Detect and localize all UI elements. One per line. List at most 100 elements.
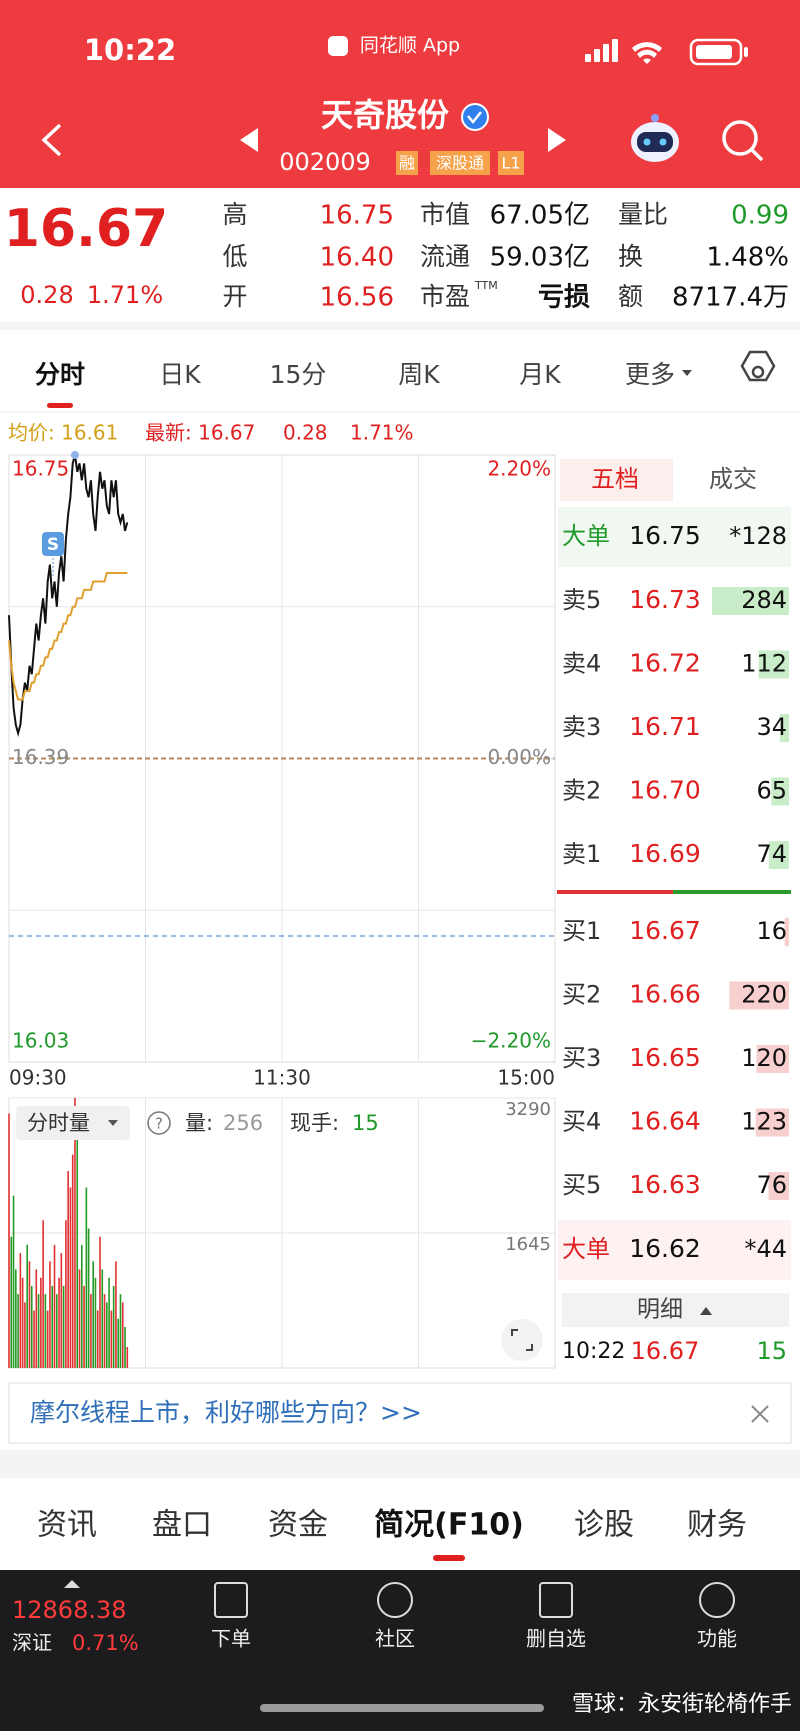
tag: 融 (399, 154, 415, 173)
chart-tab[interactable]: 15分 (270, 360, 327, 389)
book-tab[interactable]: 五档 (591, 465, 639, 493)
info-tab[interactable]: 资讯 (37, 1508, 97, 1543)
banner-close[interactable] (751, 1405, 769, 1423)
nav-icon[interactable] (214, 1582, 248, 1618)
stat-value: 0.99 (731, 201, 789, 231)
book-tab[interactable]: 成交 (709, 465, 757, 493)
volume-bar (37, 1294, 40, 1368)
book-qty: 284 (741, 586, 787, 614)
volume-bar (24, 1302, 26, 1368)
dropdown-arrow (108, 1120, 118, 1126)
volume-bar (46, 1310, 49, 1368)
info-tab[interactable]: 诊股 (574, 1508, 634, 1543)
nav-label[interactable]: 下单 (211, 1627, 251, 1651)
depth-bar (755, 1108, 789, 1137)
chart-tab[interactable]: 周K (398, 360, 440, 389)
settings-icon-core (751, 365, 765, 379)
nav-icon[interactable] (699, 1582, 735, 1618)
separator (0, 322, 800, 330)
detail-arrow (700, 1307, 712, 1315)
volume-bar (94, 1277, 97, 1368)
trade-qty: 15 (756, 1337, 787, 1365)
volume-bar (74, 1098, 76, 1368)
index-name: 深证 (12, 1631, 52, 1655)
signal-marker-bg (42, 532, 64, 556)
book-label: 买1 (562, 917, 601, 945)
volume-bar (87, 1228, 90, 1368)
nav-label[interactable]: 社区 (375, 1627, 415, 1651)
chart-tab[interactable]: 分时 (35, 360, 85, 389)
volume-bar (117, 1318, 119, 1368)
robot-icon[interactable] (631, 114, 679, 162)
volume-bar (90, 1294, 92, 1368)
book-price: 16.67 (629, 916, 701, 945)
volume-bar (15, 1269, 17, 1368)
depth-bar (758, 650, 789, 679)
detail-bg[interactable] (562, 1293, 789, 1327)
info-tab[interactable]: 财务 (687, 1508, 747, 1543)
trade-time: 10:22 (562, 1339, 625, 1364)
separator (0, 1450, 800, 1478)
info-tab[interactable]: 盘口 (152, 1508, 212, 1543)
tag-bg (430, 151, 490, 175)
stat-label: 市盈 (420, 282, 470, 311)
banner-text[interactable]: 摩尔线程上市，利好哪些方向？>> (30, 1398, 422, 1427)
book-qty: 220 (741, 981, 787, 1009)
stat-value: 67.05亿 (490, 201, 590, 231)
depth-bar (768, 1172, 789, 1200)
x-tick-label: 11:30 (253, 1066, 311, 1090)
volume-bar (101, 1269, 104, 1368)
chart-tab[interactable]: 日K (159, 360, 201, 389)
book-row-bg (558, 1220, 791, 1280)
volume-bar (55, 1294, 58, 1368)
volume-bar (106, 1302, 108, 1368)
y-tick-label: 16.03 (12, 1029, 69, 1053)
volume-bar (26, 1244, 28, 1368)
volume-bar (78, 1269, 81, 1368)
volume-bar (30, 1285, 33, 1368)
book-divider-bid (673, 890, 791, 894)
stat-value: 亏损 (538, 283, 590, 313)
volume-bar (60, 1253, 63, 1368)
depth-bar (712, 587, 789, 615)
expand-button[interactable] (501, 1319, 543, 1361)
hand-label: 现手: (290, 1111, 339, 1135)
volume-bar (112, 1285, 115, 1368)
tag-bg (396, 151, 418, 175)
price-change: 0.28 (20, 281, 73, 309)
tag: L1 (501, 154, 520, 173)
settings-icon[interactable] (740, 350, 776, 382)
stat-label: 换 (618, 242, 643, 271)
nav-icon[interactable] (377, 1582, 413, 1618)
back-button[interactable] (41, 123, 62, 157)
depth-bar (771, 777, 789, 806)
book-row-bg (558, 507, 791, 567)
prev-stock[interactable] (240, 128, 258, 152)
info-tab[interactable]: 资金 (268, 1508, 328, 1543)
stock-code: 002009 (279, 148, 371, 176)
book-label: 卖4 (562, 650, 601, 678)
book-price: 16.65 (629, 1043, 701, 1072)
banner-box[interactable] (8, 1382, 792, 1444)
book-price: 16.69 (629, 839, 701, 868)
stat-label: 开 (222, 282, 247, 311)
volume-bar (12, 1195, 15, 1368)
nav-icon[interactable] (539, 1582, 573, 1618)
volume-bar (28, 1261, 31, 1368)
help-icon[interactable] (147, 1111, 171, 1135)
book-qty: 16 (756, 917, 787, 945)
volume-selector-bg[interactable] (16, 1106, 130, 1140)
search-icon[interactable] (722, 120, 764, 162)
stat-value: 16.56 (320, 283, 394, 313)
chart-tab[interactable]: 更多 (625, 360, 675, 389)
chart-tab[interactable]: 月K (519, 360, 561, 389)
nav-label[interactable]: 功能 (697, 1627, 737, 1651)
stock-name: 天奇股份 (321, 96, 449, 134)
depth-bar (779, 714, 789, 742)
depth-bar (756, 1045, 789, 1073)
info-tab[interactable]: 简况(F10) (374, 1508, 524, 1543)
next-stock[interactable] (548, 128, 566, 152)
latest-change: 0.28 (283, 421, 328, 445)
nav-label[interactable]: 删自选 (526, 1627, 586, 1651)
tab-indicator (47, 403, 73, 408)
